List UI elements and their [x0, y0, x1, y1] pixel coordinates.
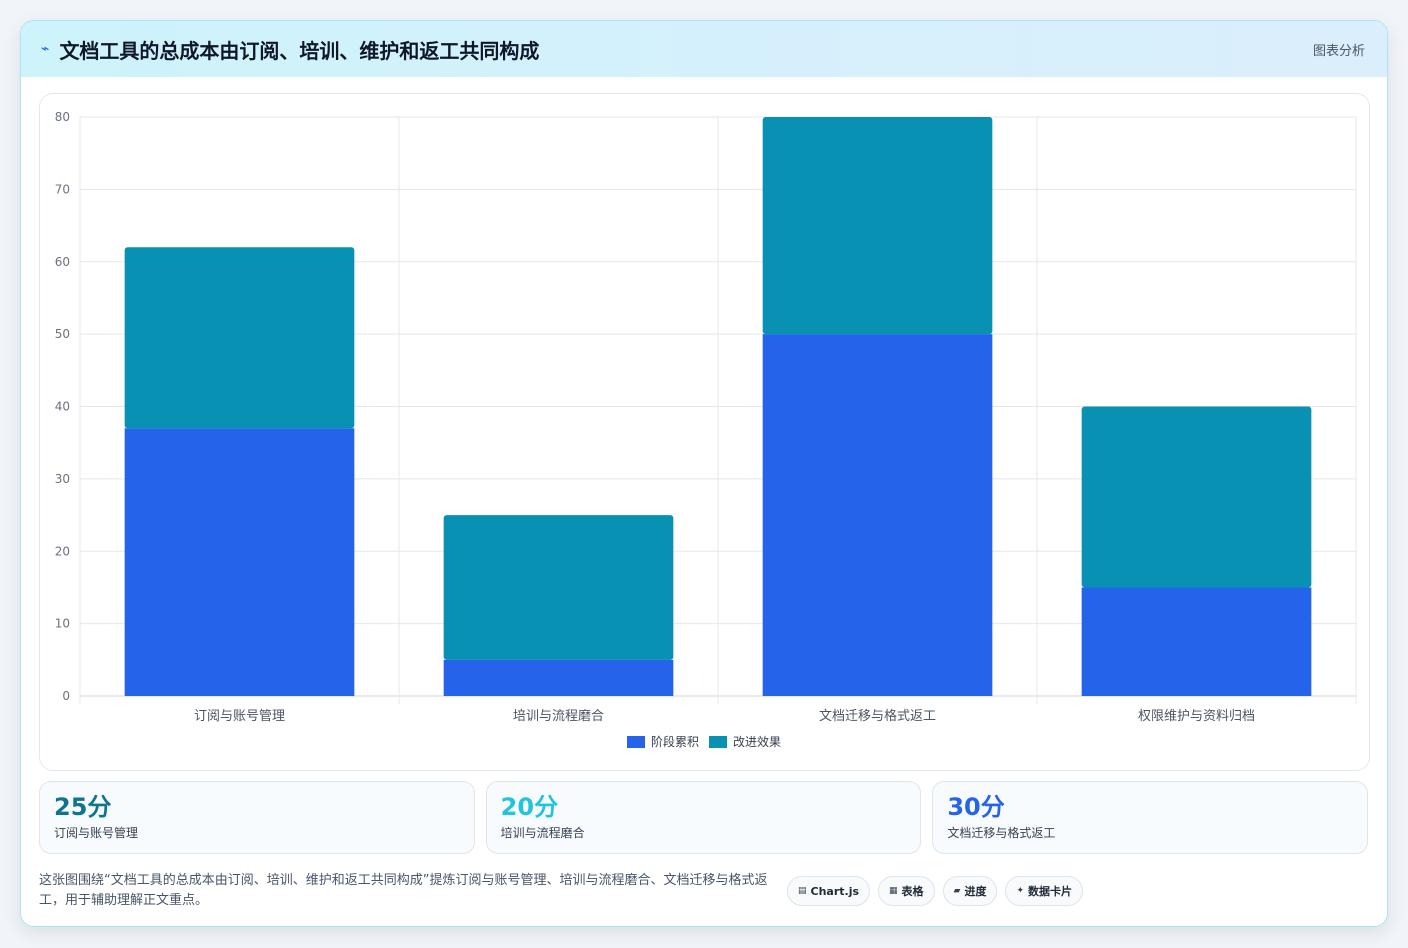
tag-chips: ▤ Chart.js ▦ 表格 ▰ 进度 ✦ 数据卡片 — [787, 876, 1084, 906]
chip-label: 数据卡片 — [1028, 885, 1073, 898]
card-icon: ✦ — [1016, 886, 1025, 896]
page-title: 文档工具的总成本由订阅、培训、维护和返工共同构成 — [59, 38, 540, 63]
card-header: ⌁ 文档工具的总成本由订阅、培训、维护和返工共同构成 图表分析 — [21, 21, 1387, 77]
chip-data-card[interactable]: ✦ 数据卡片 — [1005, 876, 1084, 906]
y-tick-label: 40 — [55, 400, 70, 414]
bar-segment — [443, 659, 674, 696]
stat-value: 20分 — [500, 793, 559, 821]
chip-label: 进度 — [964, 885, 987, 898]
bar-segment — [762, 334, 993, 696]
stat-label: 文档迁移与格式返工 — [947, 826, 1056, 840]
y-tick-label: 70 — [55, 182, 70, 196]
y-tick-label: 0 — [62, 689, 70, 703]
x-tick-label: 权限维护与资料归档 — [1138, 708, 1255, 724]
chip-label: 表格 — [901, 885, 924, 898]
stat-label: 培训与流程磨合 — [500, 826, 585, 840]
y-tick-label: 20 — [55, 544, 70, 558]
chip-progress[interactable]: ▰ 进度 — [942, 876, 998, 906]
y-tick-label: 80 — [55, 110, 70, 124]
stat-value: 30分 — [947, 793, 1005, 821]
stat-card: 20分 培训与流程磨合 — [485, 781, 922, 854]
chart-card: ⌁ 文档工具的总成本由订阅、培训、维护和返工共同构成 图表分析 0 10 20 30 4… — [20, 20, 1388, 927]
card-footer: 这张图围绕“文档工具的总成本由订阅、培训、维护和返工共同构成”提炼订阅与账号管理… — [39, 866, 1368, 916]
y-tick-label: 30 — [55, 472, 70, 486]
chart-container: 0 10 20 30 40 50 60 70 80 订阅与账号管理 培训与流程磨合 文档迁移与格式返工… — [39, 93, 1370, 771]
sparkline-icon: ⌁ — [41, 41, 50, 57]
x-tick-label: 培训与流程磨合 — [513, 708, 604, 724]
bar-segment — [124, 247, 355, 429]
stat-card: 25分 订阅与账号管理 — [39, 781, 475, 854]
y-tick-label: 10 — [55, 617, 70, 631]
stat-card: 30分 文档迁移与格式返工 — [932, 781, 1369, 854]
y-tick-label: 50 — [55, 327, 70, 341]
table-icon: ▦ — [889, 886, 898, 896]
stacked-bar-chart: 0 10 20 30 40 50 60 70 80 订阅与账号管理 培训与流程磨合 文档迁移与格式返工… — [55, 110, 1357, 749]
y-tick-label: 60 — [55, 255, 70, 269]
legend-swatch — [627, 736, 645, 748]
chip-label: Chart.js — [810, 884, 860, 898]
bar-segment — [1081, 587, 1312, 696]
legend-swatch — [709, 736, 727, 748]
chart-icon: ▤ — [798, 886, 807, 896]
bar-segment — [443, 515, 674, 660]
chip-table[interactable]: ▦ 表格 — [878, 876, 935, 906]
header-left: ⌁ 文档工具的总成本由订阅、培训、维护和返工共同构成 — [41, 35, 539, 64]
bar-segment — [1081, 406, 1312, 588]
legend-label: 改进效果 — [733, 734, 781, 749]
header-tag: 图表分析 — [1312, 43, 1365, 59]
stat-cards: 25分 订阅与账号管理 20分 培训与流程磨合 30分 文档迁移与格式返工 — [39, 781, 1369, 854]
stat-label: 订阅与账号管理 — [54, 826, 139, 840]
chip-chartjs[interactable]: ▤ Chart.js — [787, 876, 871, 906]
x-tick-label: 订阅与账号管理 — [194, 709, 285, 724]
legend-label: 阶段累积 — [651, 734, 699, 749]
stat-value: 25分 — [54, 793, 112, 821]
bar-segment — [762, 117, 993, 335]
bar-segment — [124, 428, 355, 696]
x-tick-label: 文档迁移与格式返工 — [819, 708, 936, 724]
chart-description: 这张图围绕“文档工具的总成本由订阅、培训、维护和返工共同构成”提炼订阅与账号管理… — [39, 873, 768, 908]
progress-icon: ▰ — [953, 886, 961, 896]
